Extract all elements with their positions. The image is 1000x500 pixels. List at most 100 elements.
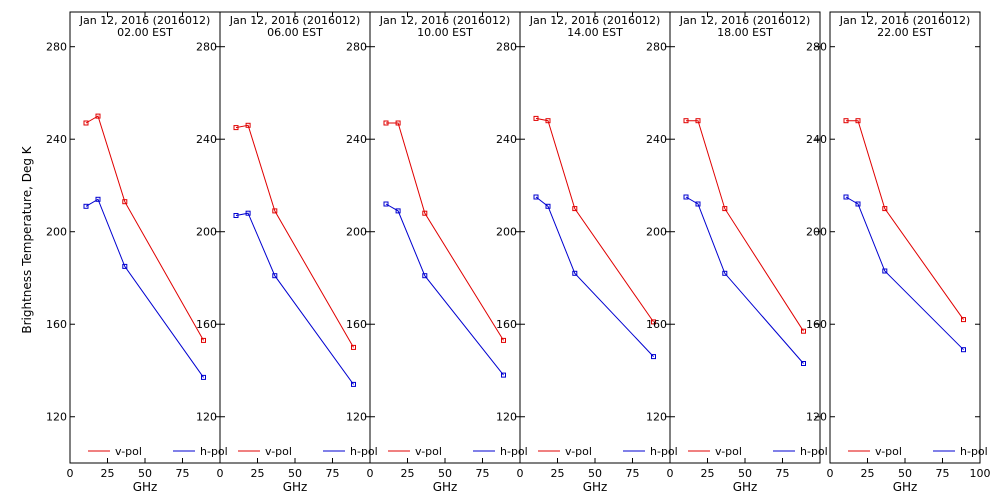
series-line-h-pol [385,203,504,376]
x-tick-label: 25 [401,467,415,480]
series-line-v-pol [846,120,964,320]
x-tick-label: 50 [288,467,302,480]
chart-panel-1: 120 160 200 240 280 0 25 50 75 GHz Jan 12, 2016 (2… [46,11,228,494]
chart-panel-3: 120 160 200 240 280 0 25 50 75 GHz Jan 12, 2016 (2… [346,11,528,494]
y-tick-label: 200 [346,226,367,239]
x-axis-label: GHz [583,480,608,494]
x-tick-label: 0 [667,467,674,480]
panel-title-line: 18.00 EST [717,26,773,39]
y-tick-label: 280 [346,41,367,54]
data-point-h-pol [422,273,428,279]
data-point-h-pol [95,196,101,202]
panel-title-line: 06.00 EST [267,26,323,39]
panel-title-line: Jan 12, 2016 (2016012) [839,14,971,27]
legend-label-v-pol: v-pol [565,445,592,458]
series-line-v-pol [686,120,804,332]
legend-label-v-pol: v-pol [265,445,292,458]
data-point-h-pol [855,201,861,207]
data-point-v-pol [882,206,888,212]
data-point-h-pol [533,194,539,200]
data-point-h-pol [245,210,251,216]
panel-title-line: Jan 12, 2016 (2016012) [79,14,211,27]
data-point-v-pol [383,120,389,126]
x-tick-label: 50 [588,467,602,480]
x-tick-label: 25 [251,467,265,480]
x-axis-label: GHz [433,480,458,494]
x-tick-label: 50 [138,467,152,480]
x-tick-label: 50 [438,467,452,480]
data-point-h-pol [882,268,888,274]
panel-title-line: 14.00 EST [567,26,623,39]
y-tick-label: 200 [46,226,67,239]
data-point-h-pol [395,208,401,214]
series-line-h-pol [535,196,654,357]
data-point-h-pol [545,203,551,209]
legend-label-h-pol: h-pol [960,445,988,458]
legend-label-v-pol: v-pol [115,445,142,458]
data-point-h-pol [272,273,278,279]
x-tick-label: 0 [67,467,74,480]
x-axis-label: GHz [283,480,308,494]
x-tick-label: 50 [738,467,752,480]
y-tick-label: 200 [196,226,217,239]
data-point-v-pol [695,118,701,124]
y-tick-label: 160 [46,318,67,331]
y-tick-label: 240 [806,133,827,146]
y-tick-label: 280 [196,41,217,54]
x-axis-label: GHz [733,480,758,494]
x-tick-label: 0 [217,467,224,480]
legend-label-v-pol: v-pol [415,445,442,458]
data-point-h-pol [683,194,689,200]
x-tick-label: 75 [626,467,640,480]
y-tick-label: 160 [196,318,217,331]
x-tick-label: 50 [898,467,912,480]
y-tick-label: 240 [496,133,517,146]
legend-label-v-pol: v-pol [715,445,742,458]
legend-label-h-pol: h-pol [350,445,378,458]
data-point-v-pol [395,120,401,126]
y-tick-label: 280 [46,41,67,54]
data-point-v-pol [801,328,806,334]
y-tick-label: 120 [196,411,217,424]
data-point-v-pol [272,208,278,214]
x-tick-label: 75 [176,467,190,480]
x-axis-label: GHz [893,480,918,494]
series-line-h-pol [685,196,804,364]
series-line-h-pol [235,212,354,385]
series-line-v-pol [85,115,204,341]
x-tick-label: 75 [326,467,340,480]
y-tick-label: 160 [646,318,667,331]
data-point-v-pol [201,337,206,343]
data-point-v-pol [351,344,356,350]
data-point-h-pol [801,361,806,366]
data-point-v-pol [122,199,128,205]
data-point-h-pol [201,374,206,380]
y-tick-label: 240 [46,133,67,146]
x-tick-label: 100 [970,467,991,480]
data-point-v-pol [422,210,428,216]
data-point-h-pol [122,263,128,269]
x-tick-label: 25 [551,467,565,480]
y-tick-label: 280 [806,41,827,54]
y-tick-label: 160 [496,318,517,331]
panel-title-line: Jan 12, 2016 (2016012) [679,14,811,27]
data-point-h-pol [695,201,701,207]
data-point-h-pol [233,213,239,218]
chart-panel-5: 120 160 200 240 280 0 25 50 75 GHz Jan 12, 2016 (2… [646,11,828,494]
series-line-h-pol [845,196,964,351]
chart-panel-6: 120 160 200 240 280 0 25 50 75 100 GHz Jan 12, 2016… [806,11,991,494]
data-point-v-pol [855,118,861,124]
y-tick-label: 120 [346,411,367,424]
x-tick-label: 25 [861,467,875,480]
data-point-v-pol [501,337,506,343]
data-point-v-pol [95,113,101,119]
chart-panels: 120 160 200 240 280 0 25 50 75 GHz Jan 12, 2016 (2… [46,11,991,494]
data-point-v-pol [961,317,966,323]
series-line-h-pol [85,198,204,378]
y-tick-label: 160 [806,318,827,331]
data-point-h-pol [351,381,356,387]
data-point-v-pol [572,206,578,212]
y-tick-label: 280 [646,41,667,54]
x-tick-label: 75 [476,467,490,480]
